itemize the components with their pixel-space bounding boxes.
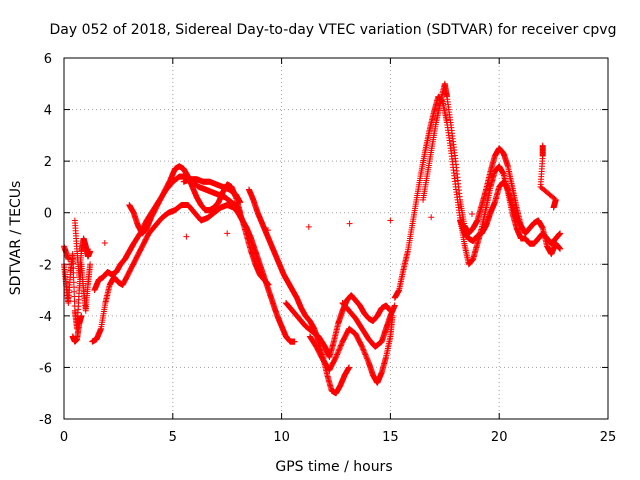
series <box>339 299 398 350</box>
data-point <box>362 352 369 359</box>
x-tick-label: 10 <box>273 430 290 445</box>
data-point <box>336 346 343 353</box>
data-point <box>265 227 271 234</box>
x-axis-label: GPS time / hours <box>275 459 392 475</box>
data-point <box>338 341 345 348</box>
data-point <box>183 233 190 240</box>
data-point <box>333 352 340 359</box>
x-tick-label: 20 <box>491 430 508 445</box>
series <box>91 173 272 294</box>
data-point <box>517 222 524 229</box>
data-point <box>364 356 371 363</box>
data-point <box>361 348 368 355</box>
x-tick-label: 0 <box>60 430 68 445</box>
axis-ticks: 0 5 10 15 20 25 -8 -6 -4 -2 0 2 4 6 <box>39 52 616 445</box>
series <box>306 312 396 386</box>
data-point <box>428 214 435 221</box>
data-point <box>557 230 564 237</box>
data-point <box>305 223 312 230</box>
plot-frame <box>63 57 609 420</box>
series <box>61 250 94 332</box>
data-point <box>65 256 72 263</box>
data-point <box>363 354 370 361</box>
y-tick-label: 4 <box>44 104 52 119</box>
data-point <box>333 354 339 361</box>
data-point <box>360 346 367 353</box>
y-tick-label: -8 <box>39 413 52 428</box>
chart-title: Day 052 of 2018, Sidereal Day-to-day VTE… <box>50 22 617 38</box>
data-point <box>550 204 557 211</box>
data-point <box>101 240 108 247</box>
series <box>126 163 244 237</box>
data-point <box>237 199 244 206</box>
y-tick-label: -2 <box>39 258 52 273</box>
data-point <box>334 350 341 357</box>
data-point <box>359 345 366 352</box>
data-point <box>337 342 344 349</box>
data-point <box>387 217 394 224</box>
y-tick-label: 2 <box>44 155 52 170</box>
data-point <box>337 343 344 350</box>
data-point <box>364 355 371 362</box>
data-point <box>237 209 244 216</box>
data-point <box>335 348 342 355</box>
y-tick-label: -6 <box>39 361 52 376</box>
x-tick-label: 25 <box>600 430 617 445</box>
y-tick-label: 0 <box>44 207 52 222</box>
data-point <box>346 220 353 227</box>
y-axis-label: SDTVAR / TECUs <box>8 181 24 296</box>
y-tick-label: -4 <box>39 310 52 325</box>
series <box>457 178 524 245</box>
data-point <box>265 281 272 288</box>
data-point <box>557 245 564 252</box>
data-points <box>61 80 564 397</box>
series <box>420 80 564 257</box>
data-point <box>78 312 85 319</box>
y-tick-label: 6 <box>44 52 52 67</box>
series <box>245 186 353 397</box>
data-point <box>336 345 343 352</box>
x-tick-label: 15 <box>382 430 399 445</box>
data-point <box>509 207 516 214</box>
data-point <box>391 302 398 309</box>
data-point <box>334 351 341 358</box>
data-point <box>359 343 366 350</box>
series <box>69 312 85 345</box>
data-point <box>224 230 231 237</box>
series <box>282 292 394 361</box>
data-point <box>87 248 94 255</box>
data-point <box>361 350 368 357</box>
series <box>61 142 559 263</box>
data-point <box>469 211 475 218</box>
series <box>180 176 244 206</box>
data-point <box>346 364 353 371</box>
series <box>391 93 564 301</box>
series <box>89 201 298 345</box>
data-point <box>360 347 367 354</box>
grid <box>64 58 608 419</box>
x-tick-label: 5 <box>169 430 177 445</box>
series <box>71 217 94 281</box>
data-point <box>142 236 149 243</box>
data-point <box>291 338 298 345</box>
data-point <box>335 347 342 354</box>
data-point <box>362 351 369 358</box>
data-point <box>87 261 94 268</box>
